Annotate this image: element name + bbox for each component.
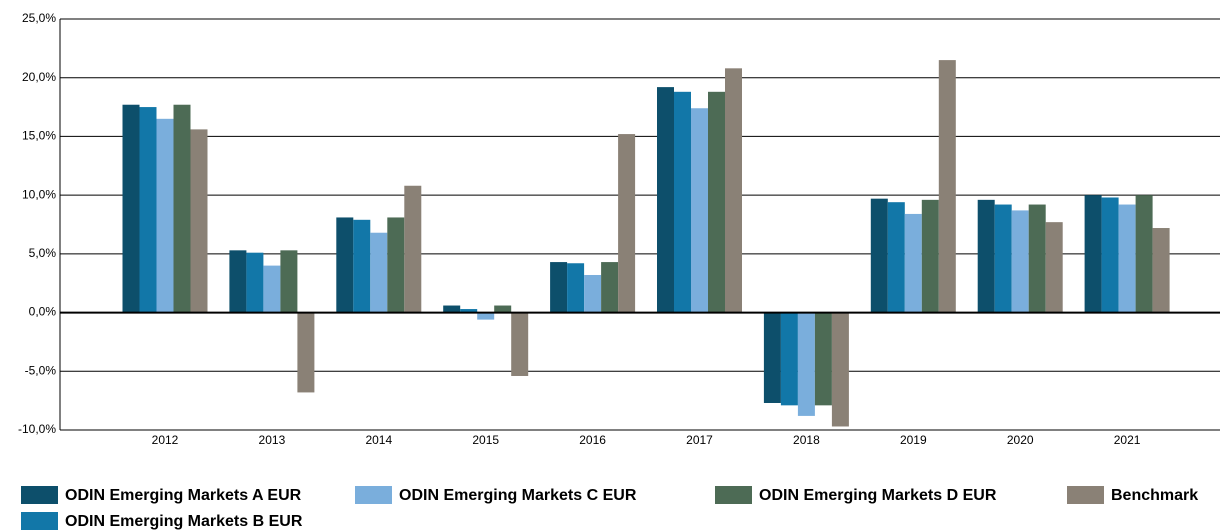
bar — [246, 252, 264, 313]
bar — [657, 87, 674, 313]
bar — [780, 312, 798, 406]
x-tick-label: 2021 — [1114, 433, 1141, 447]
bar — [353, 219, 371, 313]
bar — [904, 213, 922, 313]
legend-label: ODIN Emerging Markets B EUR — [65, 513, 303, 530]
legend-label: Benchmark — [1111, 487, 1198, 504]
bar — [831, 312, 849, 427]
bar — [263, 265, 281, 313]
bar — [708, 91, 725, 313]
bar — [618, 134, 636, 313]
legend-swatch — [355, 486, 392, 504]
bar — [1028, 204, 1046, 313]
x-tick-label: 2016 — [579, 433, 606, 447]
x-tick-label: 2013 — [259, 433, 286, 447]
bar — [1135, 195, 1153, 313]
legend-label: ODIN Emerging Markets C EUR — [399, 487, 637, 504]
bar — [674, 91, 691, 313]
bar — [404, 185, 422, 313]
legend-swatch — [715, 486, 752, 504]
bar — [1011, 210, 1029, 313]
x-tick-label: 2020 — [1007, 433, 1034, 447]
x-tick-label: 2012 — [152, 433, 179, 447]
y-tick-label: 20,0% — [22, 70, 56, 84]
bar — [977, 199, 995, 313]
bar — [887, 202, 905, 313]
bar — [870, 198, 888, 313]
y-tick-label: -5,0% — [25, 363, 57, 377]
bar — [994, 204, 1012, 313]
bar — [797, 312, 815, 416]
bar — [139, 107, 157, 313]
legend-label: ODIN Emerging Markets A EUR — [65, 487, 302, 504]
x-tick-label: 2014 — [365, 433, 392, 447]
bar — [921, 199, 939, 313]
legend-label: ODIN Emerging Markets D EUR — [759, 487, 997, 504]
bar — [1084, 195, 1102, 313]
bar — [567, 263, 585, 313]
bar — [601, 262, 619, 313]
bar — [387, 217, 405, 313]
bar — [1101, 197, 1119, 313]
x-tick-label: 2019 — [900, 433, 927, 447]
bar — [938, 60, 956, 313]
bar — [814, 312, 832, 406]
bar — [550, 262, 568, 313]
bar — [297, 312, 315, 393]
x-tick-label: 2015 — [472, 433, 499, 447]
bar — [511, 312, 529, 376]
y-tick-label: 10,0% — [22, 187, 56, 201]
bar — [122, 104, 140, 313]
bar — [443, 305, 461, 313]
bar — [1152, 228, 1170, 313]
bar — [280, 250, 298, 313]
y-tick-label: 5,0% — [29, 246, 57, 260]
bar — [477, 312, 495, 320]
bar — [229, 250, 247, 313]
y-tick-label: 0,0% — [29, 305, 57, 319]
legend-swatch — [1067, 486, 1104, 504]
y-tick-label: 25,0% — [22, 11, 56, 25]
bar — [460, 309, 478, 313]
bar — [725, 68, 742, 313]
bar — [156, 118, 174, 313]
y-tick-label: 15,0% — [22, 129, 56, 143]
x-tick-label: 2017 — [686, 433, 713, 447]
bar — [190, 129, 208, 313]
x-tick-label: 2018 — [793, 433, 820, 447]
bar — [584, 274, 602, 313]
bar — [370, 232, 388, 313]
legend-swatch — [21, 512, 58, 530]
y-tick-label: -10,0% — [18, 422, 56, 436]
bar — [1045, 222, 1063, 313]
bar — [173, 104, 191, 313]
bar — [494, 305, 512, 313]
bar — [763, 312, 781, 403]
bar — [336, 217, 354, 313]
bar — [1118, 204, 1136, 313]
legend-swatch — [21, 486, 58, 504]
bar — [691, 108, 708, 313]
